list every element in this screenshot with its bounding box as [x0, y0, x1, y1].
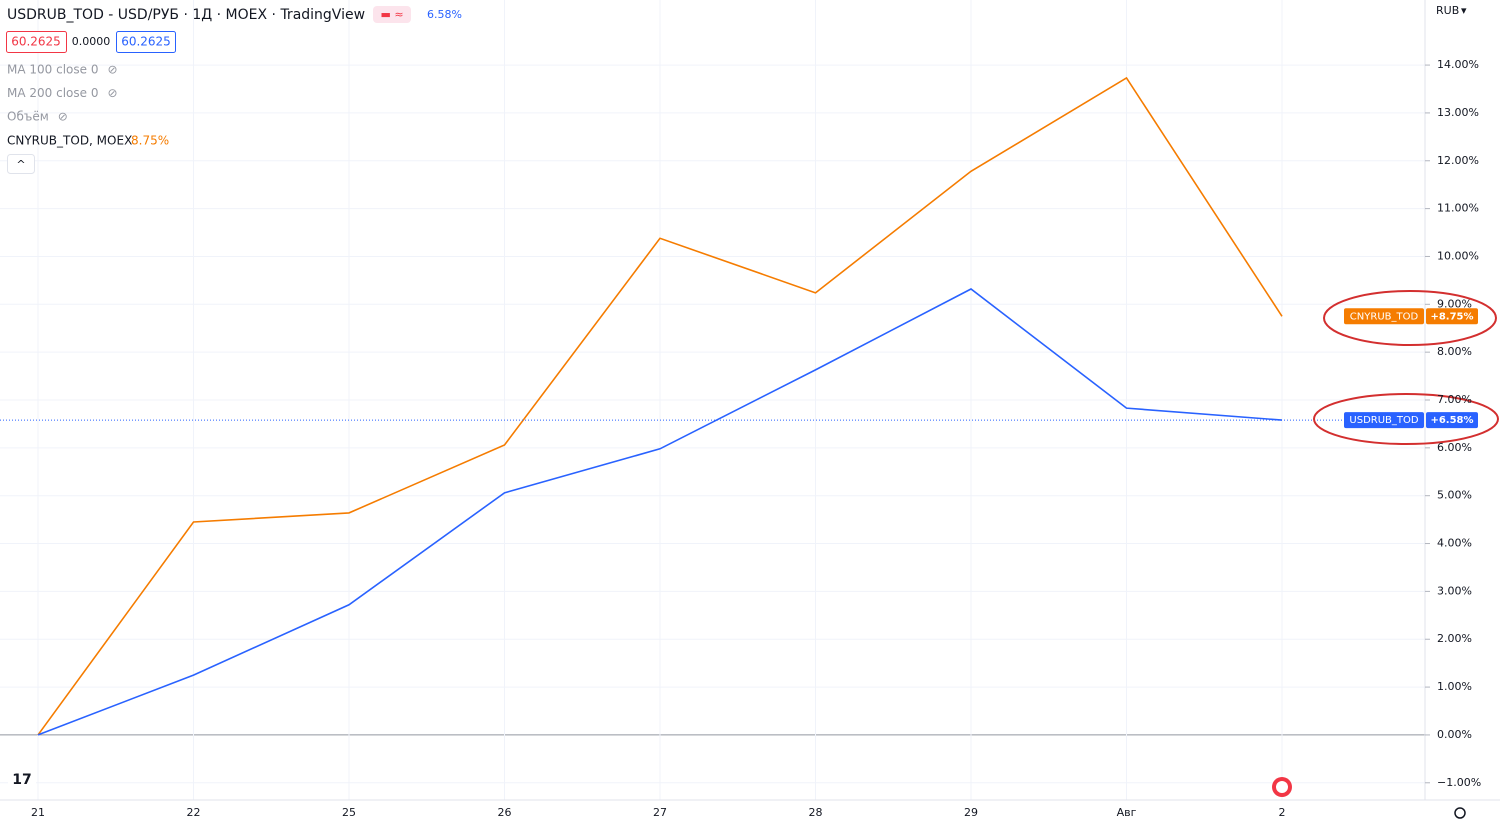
y-tick-label: 11.00%	[1437, 202, 1479, 215]
value-label: +6.58%	[1430, 415, 1473, 426]
y-tick-label: 4.00%	[1437, 537, 1472, 550]
ask: 60.2625	[121, 35, 171, 49]
bid-box[interactable]	[6, 31, 67, 53]
value-badge	[1426, 308, 1478, 325]
x-tick-label: 26	[498, 806, 512, 819]
y-tick-label: 8.00%	[1437, 345, 1472, 358]
name-badge	[1344, 308, 1424, 325]
x-tick-label: 2	[1279, 806, 1286, 819]
indicators: MA 100 close 0 ⊘ MA 200 close 0 ⊘ Объём ⊘	[7, 63, 118, 124]
spread: 0.0000	[72, 35, 111, 48]
header-change: 6.58%	[427, 8, 462, 21]
logo-mark: 17	[12, 772, 31, 788]
x-tick-label: 22	[187, 806, 201, 819]
value-label: +8.75%	[1430, 311, 1473, 322]
settings-icon[interactable]	[1454, 807, 1466, 819]
name-badge-label: CNYRUB_TOD	[1350, 311, 1419, 322]
y-tick-label: 12.00%	[1437, 154, 1479, 167]
y-tick-label: 14.00%	[1437, 58, 1479, 71]
y-tick-label: −1.00%	[1437, 776, 1481, 789]
grid	[0, 0, 1425, 800]
visibility-icon[interactable]: ⊘	[107, 63, 117, 77]
currency-caret: ▾	[1461, 4, 1467, 17]
name-badge	[1344, 412, 1424, 429]
series-line	[37, 76, 1283, 736]
currency[interactable]: RUB	[1436, 4, 1459, 17]
flag-inner	[1276, 781, 1288, 793]
logo[interactable]	[8, 766, 36, 792]
y-tick-label: 2.00%	[1437, 632, 1472, 645]
y-tick-label: 9.00%	[1437, 297, 1472, 310]
compare-name: CNYRUB_TOD, MOEX	[7, 134, 132, 148]
indicator-label: MA 200 close 0	[7, 86, 98, 100]
y-tick-label: 7.00%	[1437, 393, 1472, 406]
series-line	[37, 288, 1283, 736]
annotation-ellipse	[1323, 290, 1497, 346]
compare-toggle[interactable]	[373, 6, 411, 23]
symbol-title[interactable]: USDRUB_TOD - USD/РУБ · 1Д · MOEX · Tradi…	[7, 7, 365, 23]
x-tick-label: 25	[342, 806, 356, 819]
value-badge	[1426, 412, 1478, 429]
annotation-ellipse	[1313, 393, 1499, 445]
indicator-label: MA 100 close 0	[7, 63, 98, 77]
y-tick-label: 13.00%	[1437, 106, 1479, 119]
y-tick-label: 5.00%	[1437, 489, 1472, 502]
x-tick-label: Авг	[1117, 806, 1137, 819]
bid: 60.2625	[11, 35, 61, 49]
compare-icon: ▬ ≈	[380, 8, 403, 21]
ask-box[interactable]	[116, 31, 176, 53]
y-tick-label: 0.00%	[1437, 728, 1472, 741]
compare-change: 8.75%	[131, 134, 169, 148]
x-tick-label: 27	[653, 806, 667, 819]
plot	[0, 76, 1425, 736]
x-tick-label: 28	[809, 806, 823, 819]
visibility-icon[interactable]: ⊘	[107, 86, 117, 100]
visibility-icon[interactable]: ⊘	[58, 110, 68, 124]
y-tick-label: 3.00%	[1437, 584, 1472, 597]
x-tick-label: 29	[964, 806, 978, 819]
y-tick-label: 10.00%	[1437, 249, 1479, 262]
indicator-label: Объём	[7, 110, 49, 124]
x-tick-label: 21	[31, 806, 45, 819]
collapse-icon: ^	[16, 158, 25, 171]
y-tick-label: 1.00%	[1437, 680, 1472, 693]
name-badge-label: USDRUB_TOD	[1349, 415, 1418, 426]
collapse-button[interactable]	[7, 154, 35, 174]
y-tick-label: 6.00%	[1437, 441, 1472, 454]
